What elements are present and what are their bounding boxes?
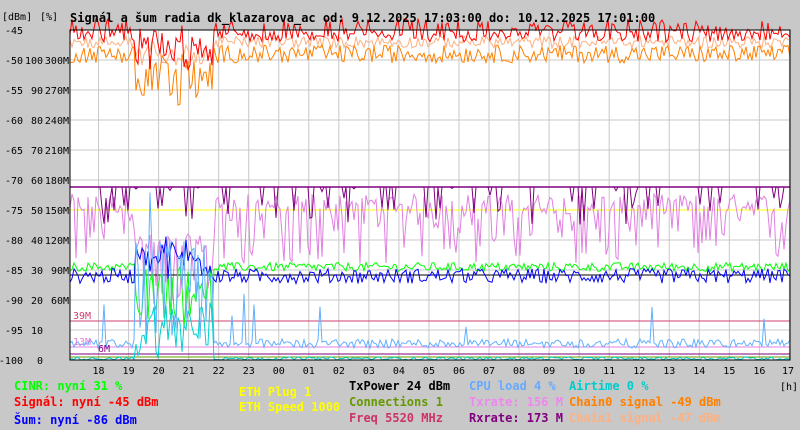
x-tick-label: 08: [513, 366, 525, 377]
x-tick-label: 09: [543, 366, 555, 377]
y-tick-percent: 20: [31, 296, 43, 307]
y-tick-rate: 90M: [51, 266, 69, 277]
y-tick-rate: 210M: [45, 146, 69, 157]
legend-chain0: Chain0 signal -49 dBm: [569, 395, 721, 409]
x-tick-label: 15: [723, 366, 735, 377]
x-tick-label: 18: [93, 366, 105, 377]
x-tick-label: 22: [213, 366, 225, 377]
x-tick-label: 16: [753, 366, 765, 377]
x-tick-label: 13: [663, 366, 675, 377]
y-tick-percent: 60: [31, 176, 43, 187]
y-tick-rate: 300M: [45, 56, 69, 67]
legend-noise: Šum: nyní -86 dBm: [14, 413, 137, 427]
y-tick-percent: 40: [31, 236, 43, 247]
x-tick-label: 10: [573, 366, 585, 377]
y-tick-percent: 30: [31, 266, 43, 277]
legend-rxrate: Rxrate: 173 M: [469, 411, 563, 425]
legend-cinr: CINR: nyní 31 %: [14, 379, 123, 393]
legend-signal: Signál: nyní -45 dBm: [14, 395, 159, 409]
legend-cpu: CPU load 4 %: [469, 379, 556, 393]
y-tick-rate: 270M: [45, 86, 69, 97]
x-tick-label: 02: [333, 366, 345, 377]
x-tick-label: 12: [633, 366, 645, 377]
legend-chain1: Chain1 signal -47 dBm: [569, 411, 721, 425]
legend-freq: Freq 5520 MHz: [349, 411, 443, 425]
legend-connections: Connections 1: [349, 395, 443, 409]
y-tick-rate: 180M: [45, 176, 69, 187]
chain0-series: [69, 44, 791, 106]
x-tick-label: 01: [303, 366, 315, 377]
x-tick-label: 06: [453, 366, 465, 377]
y-tick-percent: 100: [25, 56, 43, 67]
y-tick-rate: 240M: [45, 116, 69, 127]
y-tick-percent: 0: [37, 356, 43, 367]
x-tick-label: 20: [153, 366, 165, 377]
y-tick-dbm: -100: [0, 356, 23, 367]
reference-label: 39M: [73, 311, 91, 322]
y-tick-percent: 50: [31, 206, 43, 217]
x-tick-label: 21: [183, 366, 195, 377]
y-tick-percent: 10: [31, 326, 43, 337]
y-tick-dbm: -80: [5, 236, 23, 247]
x-unit-label: [h]: [780, 382, 798, 393]
y-unit-dbm: [dBm]: [2, 12, 32, 23]
x-tick-label: 04: [393, 366, 405, 377]
y-tick-dbm: -45: [5, 26, 23, 37]
plot-border: [69, 29, 791, 361]
y-tick-rate: 60M: [51, 296, 69, 307]
legend-eth-speed: ETH Speed 1000: [239, 400, 341, 414]
x-tick-label: 07: [483, 366, 495, 377]
noise-series: [69, 236, 791, 286]
x-tick-label: 00: [273, 366, 285, 377]
y-tick-percent: 80: [31, 116, 43, 127]
y-tick-dbm: -90: [5, 296, 23, 307]
airtime-series: [69, 302, 791, 361]
chart-title: Signál a šum radia dk_klazarova_ac od: 9…: [70, 11, 655, 26]
y-tick-dbm: -65: [5, 146, 23, 157]
y-tick-rate: 150M: [45, 206, 69, 217]
legend-txpower: TxPower 24 dBm: [349, 379, 451, 393]
y-tick-dbm: -70: [5, 176, 23, 187]
y-tick-rate: 120M: [45, 236, 69, 247]
reference-label: 13M: [73, 337, 91, 348]
x-tick-label: 17: [782, 366, 794, 377]
y-tick-percent: 70: [31, 146, 43, 157]
y-tick-dbm: -55: [5, 86, 23, 97]
signal-series: [69, 16, 791, 72]
legend-airtime: Airtime 0 %: [569, 379, 649, 393]
y-tick-percent: 90: [31, 86, 43, 97]
x-tick-label: 19: [123, 366, 135, 377]
x-tick-label: 11: [603, 366, 615, 377]
y-unit-percent: [%]: [40, 12, 58, 23]
y-tick-dbm: -75: [5, 206, 23, 217]
reference-label: 6M: [98, 344, 110, 355]
x-tick-label: 14: [693, 366, 705, 377]
y-tick-dbm: -50: [5, 56, 23, 67]
x-tick-label: 03: [363, 366, 375, 377]
plot-area: [70, 30, 790, 360]
legend-txrate: Txrate: 156 M: [469, 395, 563, 409]
y-tick-dbm: -95: [5, 326, 23, 337]
legend-eth-plug: ETH Plug 1: [239, 385, 312, 399]
y-tick-dbm: -85: [5, 266, 23, 277]
x-tick-label: 23: [243, 366, 255, 377]
txrate-series: [69, 192, 791, 301]
x-tick-label: 05: [423, 366, 435, 377]
y-tick-dbm: -60: [5, 116, 23, 127]
cpu-series: [69, 192, 791, 350]
